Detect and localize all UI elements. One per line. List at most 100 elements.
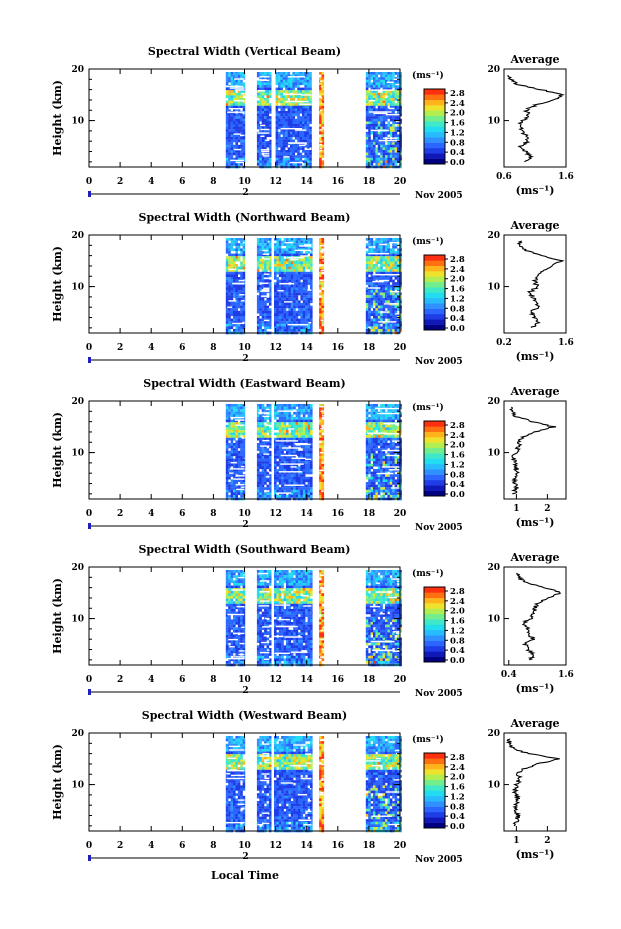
heatmap-cell — [382, 303, 386, 306]
heatmap-cell — [392, 160, 395, 164]
heatmap-cell — [387, 274, 390, 278]
heatmap-cell — [373, 440, 376, 444]
heatmap-cell — [235, 245, 238, 249]
heatmap-cell — [392, 313, 395, 317]
heatmap-cell — [274, 417, 277, 420]
heatmap-cell — [242, 492, 246, 496]
heatmap-cell — [368, 435, 371, 438]
heatmap-cell — [307, 422, 311, 425]
heatmap-cell — [240, 124, 243, 127]
data-gap — [395, 83, 400, 86]
heatmap-cell — [281, 271, 284, 275]
heatmap-cell — [293, 456, 296, 459]
heatmap-cell — [299, 163, 303, 166]
heatmap-cell — [380, 409, 383, 412]
heatmap-cell — [394, 121, 398, 125]
colorbar-tick-label: 2.4 — [450, 265, 465, 275]
heatmap-cell — [365, 87, 369, 91]
heatmap-cell — [392, 103, 395, 106]
heatmap-cell — [292, 113, 295, 117]
heatmap-cell — [261, 261, 265, 265]
heatmap-cell — [300, 297, 303, 301]
heatmap-cell — [295, 487, 299, 490]
heatmap-cell — [293, 492, 296, 496]
heatmap-cell — [283, 264, 287, 267]
heatmap-cell — [370, 279, 374, 283]
heatmap-cell — [307, 300, 311, 304]
heatmap-cell — [259, 82, 262, 86]
heatmap-cell — [259, 474, 262, 477]
heatmap-cell — [304, 137, 307, 140]
heatmap-cell — [304, 74, 307, 78]
heatmap-cell — [287, 126, 291, 130]
data-gap — [240, 93, 245, 95]
heatmap-cell — [290, 74, 293, 78]
heatmap-cell — [302, 495, 306, 498]
heatmap-cell — [319, 92, 322, 96]
heatmap-cell — [235, 266, 238, 270]
heatmap-cell — [230, 157, 234, 161]
heatmap-cell — [228, 430, 231, 433]
heatmap-cell — [264, 482, 267, 485]
heatmap-cell — [256, 287, 260, 291]
heatmap-cell — [399, 271, 402, 275]
heatmap-cell — [373, 282, 376, 285]
heatmap-cell — [321, 422, 325, 425]
heatmap-cell — [310, 406, 313, 410]
heatmap-cell — [268, 160, 272, 164]
heatmap-cell — [392, 77, 395, 80]
heatmap-cell — [375, 147, 378, 151]
heatmap-cell — [380, 152, 383, 156]
heatmap-cell — [387, 323, 390, 327]
heatmap-cell — [368, 256, 371, 259]
heatmap-cell — [264, 310, 267, 314]
heatmap-cell — [306, 95, 310, 99]
heatmap-cell — [240, 466, 243, 470]
colorbar-swatch — [424, 303, 445, 309]
heatmap-cell — [392, 300, 395, 304]
heatmap-cell — [321, 98, 325, 101]
data-gap — [263, 287, 270, 289]
heatmap-cell — [256, 248, 260, 252]
heatmap-cell — [302, 430, 306, 433]
heatmap-cell — [380, 77, 383, 80]
heatmap-cell — [389, 256, 393, 259]
heatmap-cell — [261, 105, 265, 109]
heatmap-cell — [288, 443, 291, 446]
heatmap-cell — [233, 256, 236, 259]
heatmap-cell — [242, 479, 246, 483]
heatmap-cell — [294, 163, 298, 166]
heatmap-cell — [307, 432, 311, 436]
heatmap-cell — [389, 98, 393, 101]
heatmap-cell — [394, 116, 398, 119]
heatmap-cell — [281, 253, 284, 257]
heatmap-cell — [397, 277, 400, 280]
heatmap-cell — [266, 100, 270, 104]
heatmap-cell — [276, 404, 279, 407]
heatmap-cell — [268, 108, 272, 112]
heatmap-cell — [230, 292, 234, 296]
heatmap-cell — [283, 274, 287, 278]
heatmap-cell — [268, 279, 272, 283]
heatmap-cell — [282, 139, 286, 143]
heatmap-cell — [319, 424, 322, 428]
heatmap-cell — [392, 430, 395, 433]
heatmap-cell — [300, 290, 303, 293]
heatmap-cell — [287, 137, 291, 140]
heatmap-cell — [281, 445, 284, 449]
heatmap-cell — [365, 137, 369, 140]
heatmap-cell — [307, 326, 311, 330]
heatmap-cell — [225, 482, 229, 485]
heatmap-cell — [259, 321, 262, 324]
heatmap-cell — [375, 303, 378, 306]
heatmap-cell — [256, 251, 260, 254]
heatmap-cell — [365, 152, 369, 156]
heatmap-cell — [228, 422, 231, 425]
heatmap-cell — [230, 121, 234, 125]
heatmap-cell — [387, 404, 390, 407]
heatmap-cell — [233, 95, 236, 99]
heatmap-cell — [399, 85, 402, 88]
heatmap-cell — [368, 92, 371, 96]
heatmap-cell — [382, 290, 386, 293]
heatmap-cell — [280, 129, 283, 132]
